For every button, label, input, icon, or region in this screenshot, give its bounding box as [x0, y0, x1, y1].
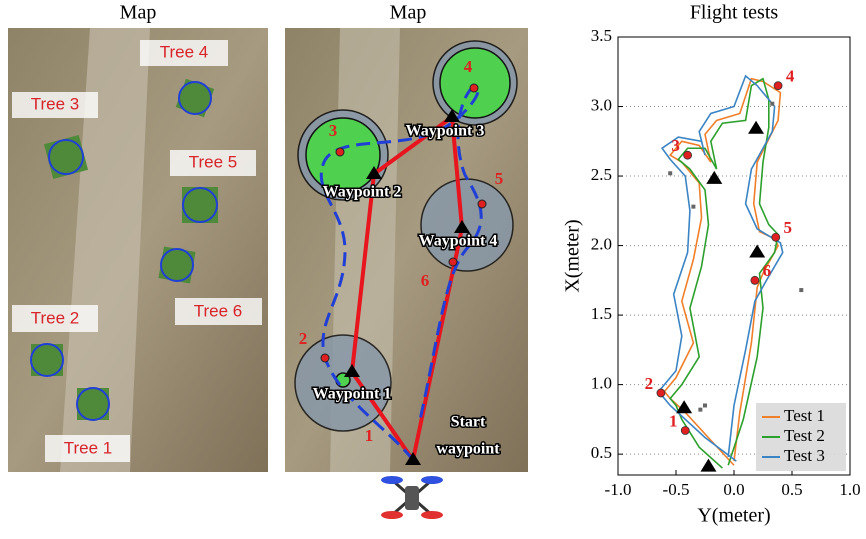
waypoint-number: 3 [329, 121, 338, 140]
waypoint-label: Waypoint 2 [323, 184, 402, 201]
waypoint-marker [706, 170, 723, 184]
tree-circles [30, 81, 218, 421]
waypoint-marker [676, 400, 693, 414]
legend-label: Test 2 [784, 426, 825, 445]
tree-label: Tree 2 [31, 308, 80, 327]
waypoint-marker [748, 120, 765, 134]
tree-label: Tree 1 [64, 438, 113, 457]
y-tick-label: 0.5 [591, 443, 612, 462]
target-dots [320, 83, 487, 363]
x-tick-label: 1.0 [839, 480, 860, 499]
tree-point [770, 101, 775, 106]
x-tick-label: -1.0 [605, 480, 632, 499]
target-point [750, 275, 760, 285]
legend-label: Test 3 [784, 446, 825, 465]
x-axis-label: Y(meter) [697, 505, 770, 527]
target-point [656, 388, 666, 398]
tree-point [799, 288, 804, 293]
waypoint-label: Waypoint 3 [406, 123, 485, 140]
series-line [657, 74, 784, 462]
y-tick-label: 2.0 [591, 234, 612, 253]
waypoint-markers [344, 109, 470, 465]
waypoint-number: 5 [495, 169, 504, 188]
y-tick-label: 3.5 [591, 26, 612, 45]
chart: Flight tests 0.5 1.0 1.5 2.0 2.5 3.0 3.5 -1.0 -0… [562, 2, 861, 527]
tree-label: Tree 6 [194, 301, 243, 320]
series-line [669, 77, 779, 469]
waypoint-marker [700, 458, 717, 472]
tree-point [691, 204, 696, 209]
waypoint-number: 2 [299, 329, 308, 348]
waypoint-marker [749, 244, 766, 258]
target-point [683, 150, 692, 160]
waypoint-number: 1 [365, 426, 374, 445]
x-tick-label: -0.5 [663, 480, 690, 499]
waypoint-label: Waypoint 4 [419, 233, 498, 250]
target-label: 5 [784, 218, 793, 237]
target-label: 2 [645, 374, 654, 393]
target-label: 1 [669, 411, 678, 430]
y-tick-label: 3.0 [591, 95, 612, 114]
y-axis-label: X(meter) [562, 219, 584, 292]
plot-frame [617, 36, 851, 476]
path-strip [60, 28, 150, 472]
legend-label: Test 1 [784, 406, 825, 425]
target-point [771, 232, 781, 242]
label-boxes [12, 40, 262, 462]
planned-path [349, 113, 465, 462]
y-tick-label: 2.5 [591, 165, 612, 184]
waypoint-label: Waypoint 1 [313, 386, 392, 403]
target-label: 3 [671, 136, 680, 155]
tree-label: Tree 3 [31, 94, 80, 113]
target-label: 6 [763, 261, 772, 280]
drone-icon [381, 476, 443, 519]
tree-point [668, 171, 673, 176]
start-label: waypoint [436, 441, 500, 458]
tree-point [703, 403, 707, 408]
x-tick-label: 0.0 [723, 480, 744, 499]
chart-title: Flight tests [690, 2, 779, 24]
waypoint-number: 4 [464, 57, 473, 76]
start-label: Start [451, 414, 486, 431]
y-tick-label: 1.5 [591, 304, 612, 323]
tree-label: Tree 4 [160, 42, 209, 61]
target-point [680, 426, 690, 435]
target-label: 4 [786, 67, 795, 86]
tree-point [698, 407, 703, 412]
map-title: Map [390, 2, 427, 24]
y-tick-label: 1.0 [591, 374, 612, 393]
map-title: Map [120, 2, 157, 24]
tree-label: Tree 5 [189, 152, 238, 171]
waypoint-number: 6 [421, 271, 430, 290]
flown-path [319, 86, 483, 461]
x-tick-label: 0.5 [781, 480, 802, 499]
target-point [773, 81, 783, 91]
